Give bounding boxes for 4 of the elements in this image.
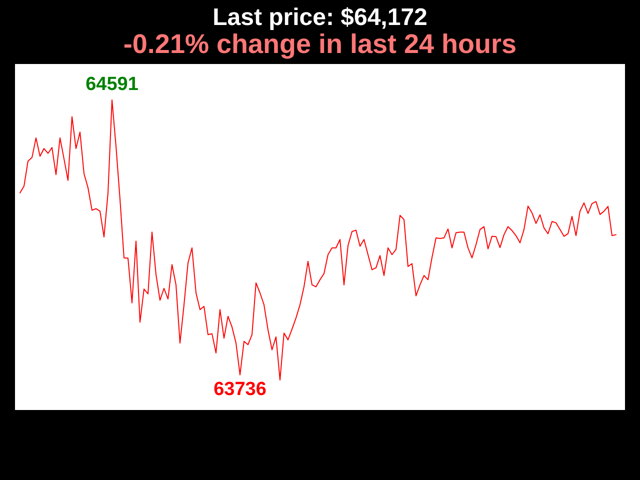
data-label: 64591 (86, 74, 139, 95)
chart-title: Last price: $64,172 (212, 4, 428, 31)
data-label: 63736 (214, 378, 266, 400)
chart-subtitle: -0.21% change in last 24 hours (123, 29, 517, 59)
